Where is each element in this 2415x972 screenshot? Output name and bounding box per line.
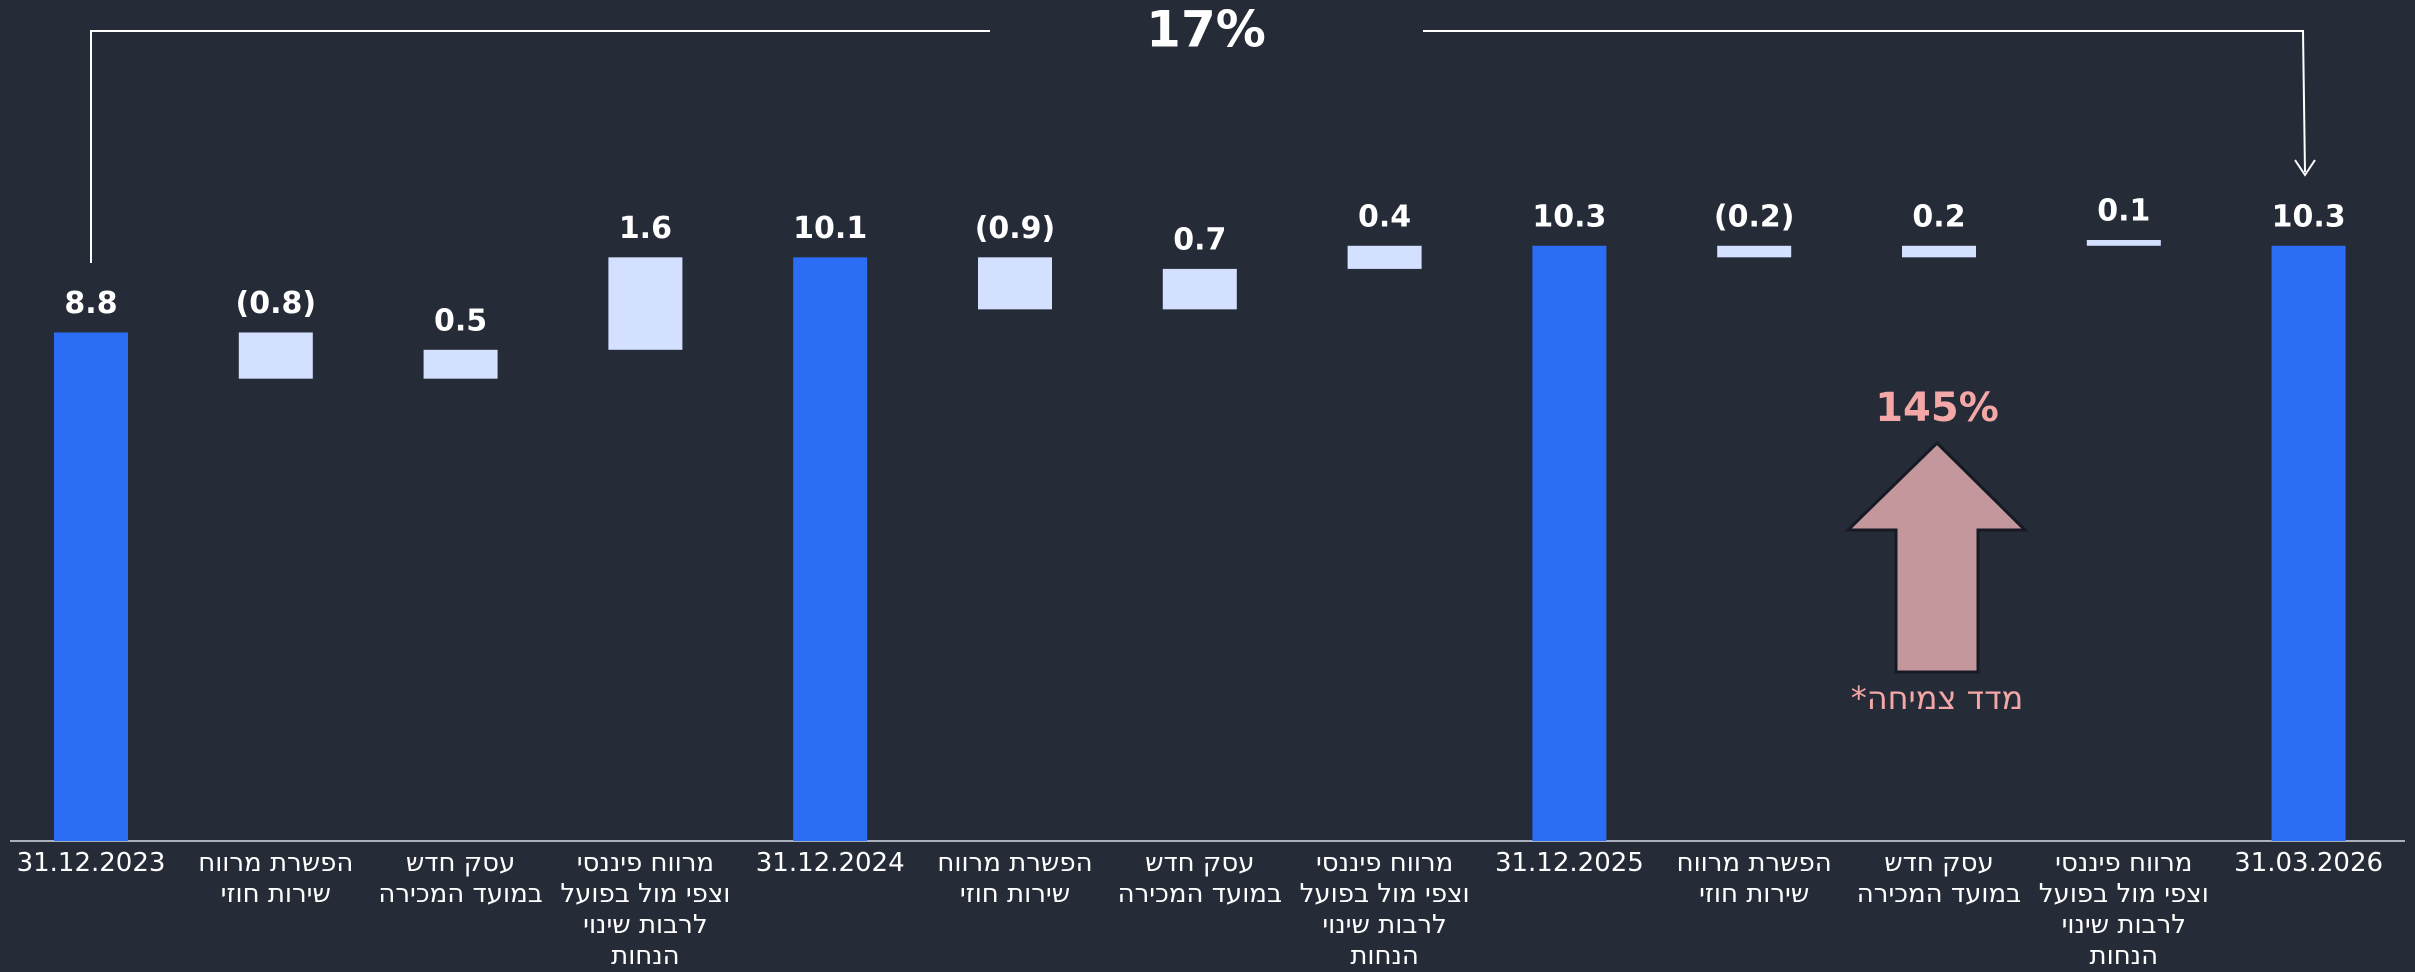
value-label: 1.6 — [619, 211, 672, 246]
category-label: הפשרת מרווח שירות חוזי — [1676, 848, 1832, 909]
value-label: 0.7 — [1173, 222, 1226, 257]
delta-bar — [1162, 268, 1237, 310]
delta-bar — [978, 257, 1052, 310]
total-bar — [1532, 245, 1607, 842]
category-label: עסק חדש במועד המכירה — [1117, 848, 1282, 909]
category-label: 31.03.2026 — [2234, 848, 2384, 878]
delta-bar — [423, 349, 498, 379]
value-label: 0.2 — [1912, 199, 1965, 234]
growth-index-value: 145% — [1875, 385, 1999, 431]
category-label: עסק חדש במועד המכירה — [378, 848, 543, 909]
value-label: (0.8) — [236, 286, 317, 321]
delta-bar — [2086, 240, 2161, 246]
growth-index-label: מדד צמיחה* — [1851, 679, 2024, 717]
value-label: 10.1 — [793, 211, 867, 246]
delta-bar — [1717, 245, 1792, 258]
category-label: מרווח פיננסי וצפי מול בפועל לרבות שינוי … — [560, 848, 731, 971]
category-label: 31.12.2024 — [755, 848, 905, 878]
category-label: מרווח פיננסי וצפי מול בפועל לרבות שינוי … — [2038, 848, 2209, 971]
value-label: 0.4 — [1358, 199, 1411, 234]
bracket-left — [90, 30, 990, 263]
delta-bar — [1347, 245, 1422, 269]
delta-bar — [1902, 245, 1976, 258]
total-bar — [54, 332, 128, 841]
growth-arrow — [1844, 440, 2029, 674]
category-label: מרווח פיננסי וצפי מול בפועל לרבות שינוי … — [1299, 848, 1470, 971]
overall-growth: 17% — [1146, 1, 1266, 59]
value-label: 10.3 — [2272, 199, 2346, 234]
value-label: 10.3 — [1532, 199, 1606, 234]
delta-bar — [238, 332, 313, 379]
category-label: 31.12.2023 — [16, 848, 166, 878]
category-label: עסק חדש במועד המכירה — [1856, 848, 2022, 909]
value-label: 0.1 — [2097, 194, 2150, 229]
value-label: 0.5 — [434, 303, 487, 338]
total-bar — [793, 257, 868, 841]
category-label: הפשרת מרווח שירות חוזי — [937, 848, 1093, 909]
category-label: 31.12.2025 — [1494, 848, 1644, 878]
category-label: הפשרת מרווח שירות חוזי — [198, 848, 354, 909]
total-bar — [2271, 245, 2346, 842]
delta-bar — [608, 257, 683, 350]
value-label: (0.2) — [1714, 199, 1795, 234]
value-label: (0.9) — [975, 211, 1056, 246]
value-label: 8.8 — [64, 286, 117, 321]
bracket-right — [1423, 30, 2306, 173]
bracket-arrowhead — [2294, 159, 2316, 177]
